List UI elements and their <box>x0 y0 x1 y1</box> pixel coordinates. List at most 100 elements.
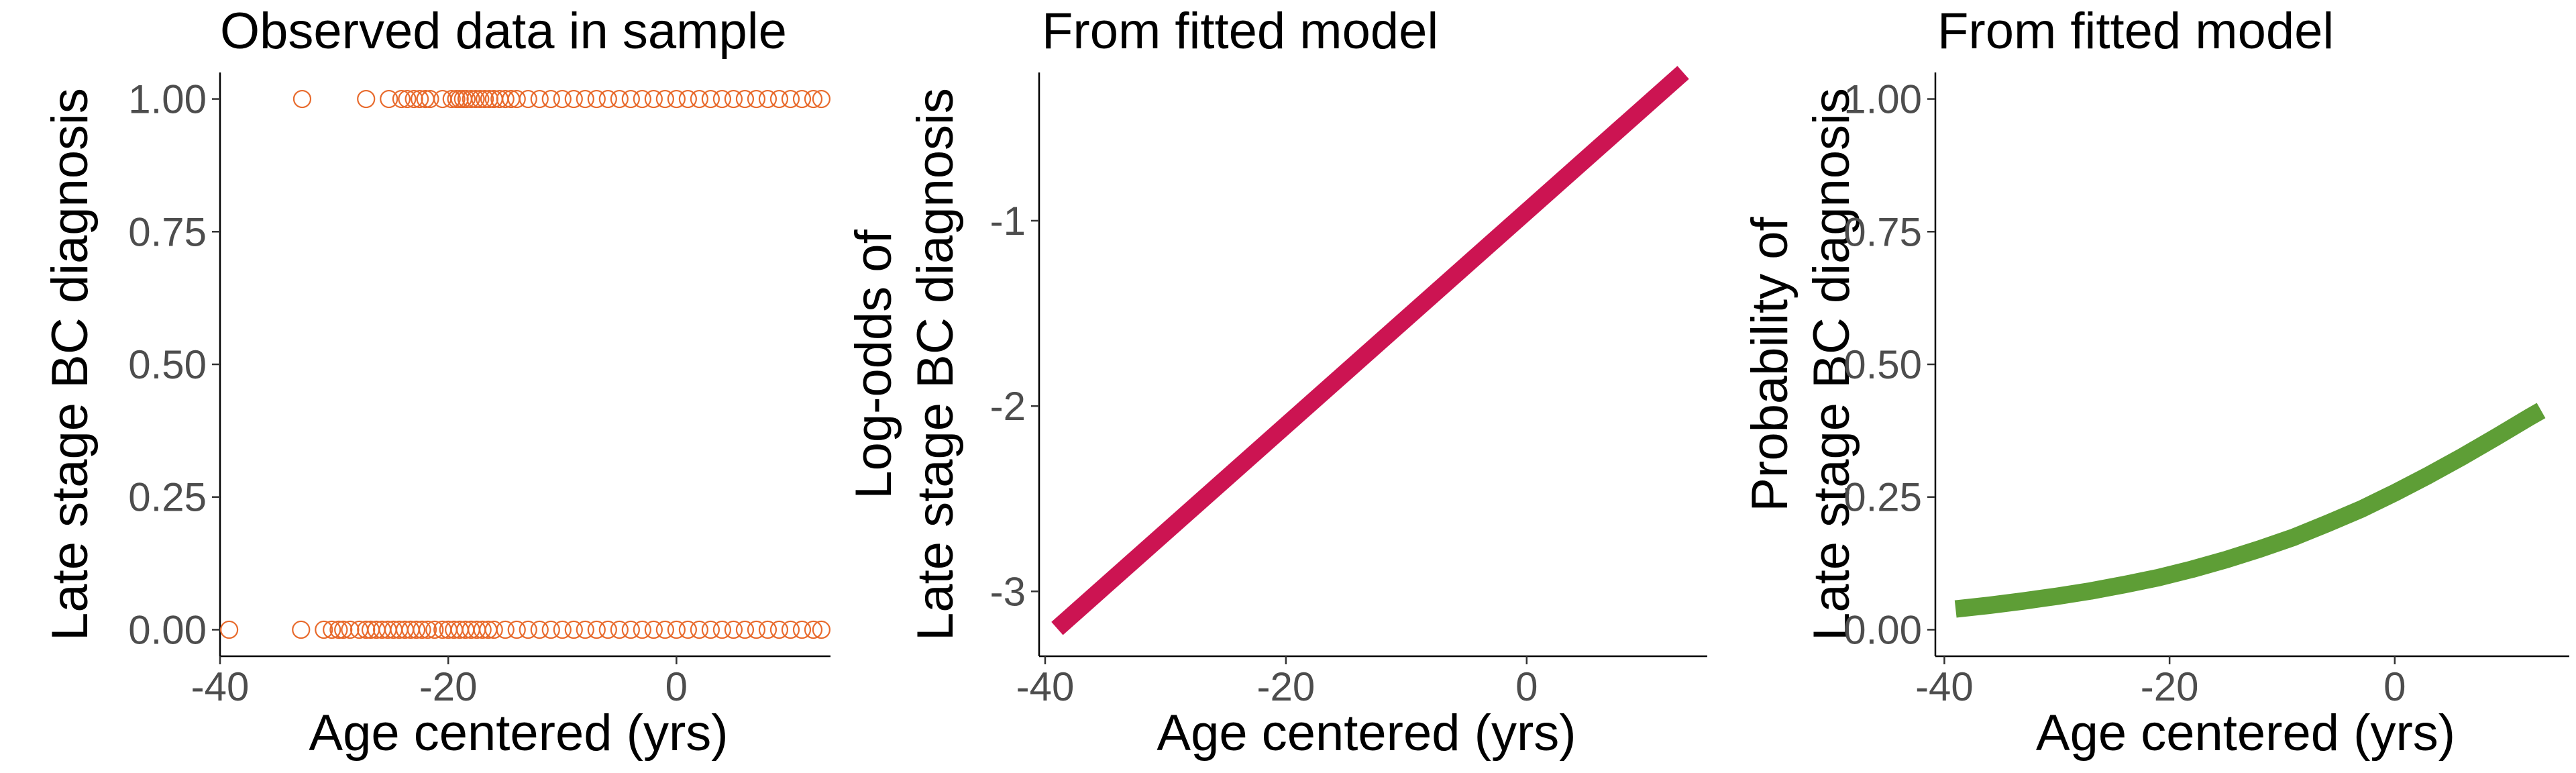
data-point <box>315 620 333 639</box>
x-tick-label: -40 <box>1016 664 1075 709</box>
data-point <box>690 620 708 639</box>
data-point <box>471 89 490 109</box>
y-axis-title: Late stage BC diagnosis <box>42 88 99 641</box>
y-axis-title: Probability of Late stage BC diagnosis <box>1741 88 1860 641</box>
data-point <box>553 620 572 639</box>
x-axis-title: Age centered (yrs) <box>1157 705 1576 762</box>
y-tick-label: 0.75 <box>128 209 207 254</box>
plot-area: -40 -20 0 0.00 0.25 0.50 0.75 1.00 <box>1843 72 2569 709</box>
data-point <box>462 89 480 109</box>
series-line <box>1954 403 2546 618</box>
y-axis-title-line: Late stage BC diagnosis <box>907 88 964 641</box>
data-point <box>735 620 755 639</box>
data-point <box>758 620 777 639</box>
panel-log-odds: From fitted model Log-odds of Late stage … <box>845 3 1707 762</box>
data-point <box>690 89 708 109</box>
data-point <box>712 620 732 639</box>
data-point <box>724 89 743 109</box>
data-point <box>598 89 617 109</box>
data-point <box>496 620 515 639</box>
y-axis-title-line: Late stage BC diagnosis <box>42 88 99 641</box>
data-point <box>587 89 606 109</box>
data-point <box>442 89 461 109</box>
data-point <box>564 620 583 639</box>
data-point <box>507 620 526 639</box>
y-tick-label: -2 <box>990 384 1026 429</box>
data-point <box>769 89 789 109</box>
data-point <box>576 620 594 639</box>
panel-title: From fitted model <box>1042 3 1438 60</box>
data-point <box>466 89 485 109</box>
data-point <box>530 89 549 109</box>
data-point <box>564 89 583 109</box>
data-point <box>701 620 720 639</box>
data-point <box>812 620 830 639</box>
panel-probability: From fitted model Probability of Late sta… <box>1741 3 2569 762</box>
data-point <box>457 89 476 109</box>
y-axis-title: Log-odds of Late stage BC diagnosis <box>845 88 964 641</box>
x-axis-title: Age centered (yrs) <box>309 705 728 762</box>
data-point <box>804 620 823 639</box>
data-point <box>712 89 732 109</box>
panel-title: From fitted model <box>1937 3 2334 60</box>
data-point <box>621 620 640 639</box>
data-point <box>530 620 549 639</box>
data-point <box>541 89 560 109</box>
data-point <box>519 620 537 639</box>
y-tick-label: 1.00 <box>128 77 207 122</box>
y-tick-label: 0.25 <box>1843 475 1922 520</box>
x-tick-label: -20 <box>419 664 478 709</box>
x-tick-label: -20 <box>2141 664 2199 709</box>
panel-title: Observed data in sample <box>220 3 787 60</box>
y-tick-label: 0.25 <box>128 475 207 520</box>
x-tick-label: -20 <box>1257 664 1316 709</box>
data-point <box>425 620 444 639</box>
y-tick-label: 0.75 <box>1843 209 1922 254</box>
x-axis-title: Age centered (yrs) <box>2036 705 2455 762</box>
data-point <box>473 620 492 639</box>
data-point <box>587 620 606 639</box>
data-point <box>380 89 398 109</box>
data-point <box>323 620 341 639</box>
data-point <box>405 89 423 109</box>
data-point <box>621 89 640 109</box>
x-tick-label: 0 <box>1515 664 1538 709</box>
y-tick-label: 0.00 <box>1843 607 1922 652</box>
data-point <box>220 620 239 639</box>
data-point <box>418 620 437 639</box>
data-point <box>357 620 376 639</box>
data-point <box>610 620 629 639</box>
data-point <box>735 89 755 109</box>
data-point <box>678 620 697 639</box>
data-point <box>407 620 426 639</box>
data-point <box>792 89 812 109</box>
data-point <box>769 620 789 639</box>
data-point <box>541 620 560 639</box>
data-point <box>576 89 594 109</box>
data-point <box>667 620 686 639</box>
y-axis-title-line: Probability of <box>1741 216 1799 511</box>
y-axis-title-line: Late stage BC diagnosis <box>1803 88 1860 641</box>
data-point <box>758 89 777 109</box>
y-tick-label: 0.50 <box>128 342 207 387</box>
x-tick-label: -40 <box>191 664 250 709</box>
data-point <box>334 620 353 639</box>
x-tick-label: -40 <box>1915 664 1974 709</box>
y-axis-title-line: Log-odds of <box>845 229 902 499</box>
data-point <box>633 620 651 639</box>
y-tick-label: -3 <box>990 569 1026 614</box>
data-point <box>655 89 674 109</box>
y-tick-label: 0.00 <box>128 607 207 652</box>
data-point <box>421 89 439 109</box>
data-point <box>781 89 800 109</box>
data-point <box>392 89 411 109</box>
data-point <box>476 89 494 109</box>
data-point <box>644 620 663 639</box>
y-tick-label: 1.00 <box>1843 77 1922 122</box>
data-point <box>678 89 697 109</box>
data-point <box>598 620 617 639</box>
data-point <box>644 89 663 109</box>
data-point <box>329 620 348 639</box>
data-point <box>610 89 629 109</box>
data-point <box>804 89 823 109</box>
